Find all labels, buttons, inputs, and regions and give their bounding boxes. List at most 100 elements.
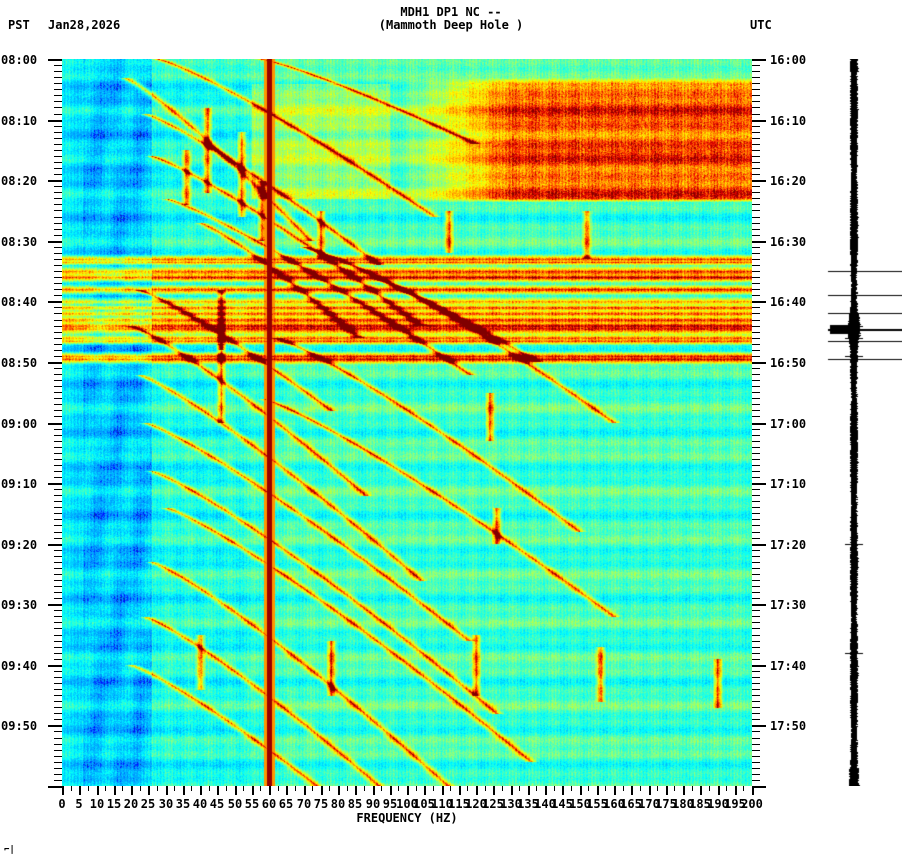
axis-tick [54, 277, 62, 278]
axis-tick [54, 689, 62, 690]
axis-tick [752, 641, 760, 642]
axis-tick [54, 598, 62, 599]
axis-tick [329, 786, 330, 791]
axis-tick-label: 45 [209, 797, 225, 811]
axis-tick [48, 362, 62, 364]
axis-tick [752, 786, 754, 795]
axis-tick [54, 265, 62, 266]
axis-tick [131, 786, 133, 795]
seismogram-trace-panel[interactable] [820, 59, 902, 786]
axis-tick [54, 144, 62, 145]
axis-tick [54, 223, 62, 224]
axis-tick [114, 786, 116, 795]
axis-tick [390, 786, 392, 795]
axis-tick [752, 186, 760, 187]
axis-tick [752, 313, 760, 314]
axis-tick [54, 774, 62, 775]
axis-tick-label: 15 [106, 797, 122, 811]
axis-tick [752, 107, 760, 108]
axis-tick [752, 635, 760, 636]
axis-tick-label: 195 [724, 797, 746, 811]
axis-tick [752, 647, 760, 648]
axis-tick-label: 190 [707, 797, 729, 811]
axis-tick-label: 55 [244, 797, 260, 811]
axis-tick-label: 09:00 [1, 417, 38, 431]
axis-tick [416, 786, 417, 791]
axis-tick [54, 156, 62, 157]
axis-tick-label: 08:40 [1, 295, 38, 309]
axis-tick [54, 768, 62, 769]
axis-tick [735, 786, 737, 795]
axis-tick [752, 77, 760, 78]
axis-tick [54, 89, 62, 90]
axis-tick-label: 08:10 [1, 114, 38, 128]
axis-tick [48, 665, 62, 667]
axis-tick [752, 677, 760, 678]
axis-tick [424, 786, 426, 795]
axis-tick [752, 229, 760, 230]
axis-tick [54, 283, 62, 284]
axis-tick [752, 731, 760, 732]
axis-tick [554, 786, 555, 791]
axis-tick-label: 09:10 [1, 477, 38, 491]
axis-tick [54, 683, 62, 684]
axis-tick [752, 180, 766, 182]
axis-tick [752, 501, 760, 502]
axis-tick [743, 786, 744, 791]
axis-tick [752, 253, 760, 254]
axis-tick-label: 145 [551, 797, 573, 811]
axis-tick [122, 786, 123, 791]
axis-tick [54, 65, 62, 66]
axis-tick [209, 786, 210, 791]
axis-tick [752, 719, 760, 720]
axis-tick [459, 786, 461, 795]
axis-tick [752, 756, 760, 757]
axis-tick [54, 332, 62, 333]
axis-tick-label: 17:20 [770, 538, 807, 552]
axis-tick [54, 289, 62, 290]
time-axis-pst: 08:00 08:10 08:20 08:30 08:40 08:50 09:00 09:10… [0, 0, 62, 864]
axis-tick [48, 544, 62, 546]
axis-tick [217, 786, 219, 795]
axis-tick [252, 786, 254, 795]
axis-tick [295, 786, 296, 791]
axis-tick [166, 786, 168, 795]
axis-tick [54, 168, 62, 169]
axis-tick [752, 398, 760, 399]
axis-tick [752, 217, 760, 218]
axis-tick [54, 519, 62, 520]
axis-tick [355, 786, 357, 795]
axis-tick [614, 786, 616, 795]
corner-artifact-glyph: ⌐| [4, 845, 15, 855]
spectrogram-plot[interactable] [62, 59, 752, 786]
axis-tick [752, 665, 766, 667]
axis-tick [347, 786, 348, 791]
axis-tick [54, 271, 62, 272]
axis-tick [54, 641, 62, 642]
axis-tick [54, 186, 62, 187]
axis-tick [450, 786, 451, 791]
axis-tick [54, 392, 62, 393]
axis-tick [752, 423, 766, 425]
axis-tick-label: 0 [58, 797, 66, 811]
axis-tick [54, 671, 62, 672]
axis-tick [174, 786, 175, 791]
axis-tick [752, 247, 760, 248]
axis-tick-label: 50 [227, 797, 243, 811]
axis-tick [54, 562, 62, 563]
axis-tick [752, 532, 760, 533]
axis-tick-label: 08:30 [1, 235, 38, 249]
axis-tick [752, 738, 760, 739]
axis-tick [752, 441, 760, 442]
axis-tick [105, 786, 106, 791]
axis-tick [54, 210, 62, 211]
axis-tick [709, 786, 710, 791]
axis-tick [752, 120, 766, 122]
axis-tick [752, 362, 766, 364]
axis-tick [260, 786, 261, 791]
axis-tick [235, 786, 237, 795]
axis-tick [54, 677, 62, 678]
axis-tick [54, 307, 62, 308]
axis-tick [752, 750, 760, 751]
axis-tick-label: 5 [75, 797, 83, 811]
